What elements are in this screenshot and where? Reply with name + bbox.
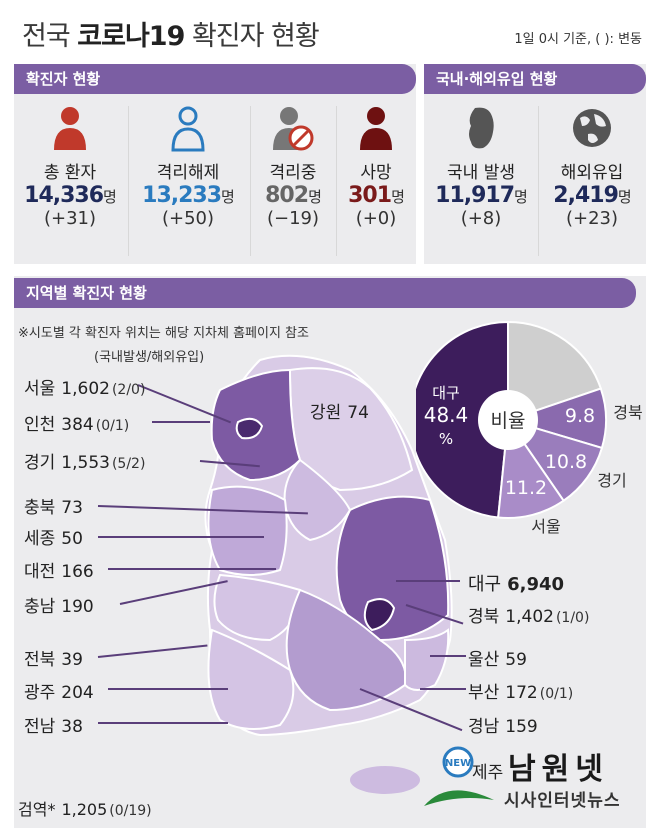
stat-label: 총 환자: [43, 163, 97, 183]
person-outline-icon: [171, 106, 205, 152]
title-part-2: 확진자 현황: [184, 21, 320, 52]
pie-slice-name-seoul: 서울: [531, 517, 560, 536]
region-chungnam: [207, 485, 288, 576]
region-label-chungbuk: 충북 73: [24, 498, 83, 518]
pie-slice-value-seoul: 11.2: [505, 477, 547, 499]
baseline-note: 1일 0시 기준, ( ): 변동: [514, 32, 642, 47]
stat-value: 14,336: [24, 183, 104, 208]
pie-slice-name-daegu: 대구: [432, 384, 460, 402]
regional-note: ※시도별 각 확진자 위치는 해당 지차체 홈페이지 참조: [18, 326, 309, 341]
stat-unit: 명: [221, 188, 235, 206]
person-icon: [54, 107, 86, 150]
title-bold: 코로나19: [77, 21, 185, 52]
region-label-gwangju: 광주 204: [24, 683, 94, 703]
stat-unit: 명: [308, 188, 322, 206]
region-label-gangwon: 강원 74: [310, 403, 369, 423]
stat-deaths: 사망 301명 (+0): [338, 104, 414, 229]
stat-change: (+8): [460, 208, 502, 229]
regional-section-title: 지역별 확진자 현황: [14, 278, 636, 308]
stat-change: (+0): [355, 208, 397, 229]
stat-unit: 명: [514, 188, 528, 206]
region-label-gyeonggi: 경기 1,553 (5/2): [24, 453, 146, 473]
region-label-gyeongbuk: 경북 1,402 (1/0): [468, 607, 590, 627]
logo-badge: NEW: [445, 758, 471, 769]
region-gyeongbuk: [335, 495, 450, 642]
stat-label: 사망: [360, 163, 392, 183]
region-label-seoul: 서울 1,602 (2/0): [24, 379, 146, 399]
stat-change: (+23): [565, 208, 619, 229]
stat-value: 301: [348, 183, 392, 208]
region-label-daejeon: 대전 166: [24, 562, 94, 582]
stat-label: 격리해제: [156, 163, 220, 183]
stat-change: (+50): [161, 208, 215, 229]
pie-slice-0: [416, 320, 509, 519]
regional-legend: (국내발생/해외유입): [94, 350, 205, 365]
brand-tagline: 시사인터넷뉴스: [504, 791, 621, 811]
stat-unit: 명: [391, 188, 405, 206]
region-label-incheon: 인천 384 (0/1): [24, 415, 130, 435]
region-label-sejong: 세종 50: [24, 529, 83, 549]
status-panel: [14, 64, 416, 264]
title-part-1: 전국: [22, 21, 78, 52]
region-chungbuk: [283, 458, 352, 542]
stat-label: 해외유입: [560, 163, 624, 183]
region-daegu: [363, 598, 396, 632]
region-busan: [404, 628, 450, 691]
region-label-gyeongnam: 경남 159: [468, 717, 538, 737]
stat-change: (+31): [43, 208, 97, 229]
stat-unit: 명: [617, 188, 632, 206]
pie-slice-name-gyeonggi: 경기: [597, 471, 626, 490]
person-dark-red-icon: [360, 107, 392, 150]
stat-label: 국내 발생: [447, 163, 515, 183]
region-jeonbuk: [213, 573, 302, 642]
stat-domestic: 국내 발생 11,917명 (+8): [426, 104, 536, 229]
news-logo-icon: NEW: [424, 746, 494, 806]
page-title: 전국 코로나19 확진자 현황: [22, 14, 320, 53]
stat-value: 11,917: [435, 183, 515, 208]
stat-released: 격리해제 13,233명 (+50): [130, 104, 246, 229]
pie-slice-value-daegu: 48.4: [424, 403, 469, 427]
region-jeonnam: [207, 628, 295, 730]
origin-section-title: 국내·해외유입 현황: [424, 64, 646, 94]
region-label-daegu: 대구 6,940: [468, 574, 565, 595]
pie-slice-value-gyeongbuk: 9.8: [565, 405, 595, 427]
globe-icon: [573, 109, 611, 147]
korea-map: [204, 354, 453, 794]
stat-value: 13,233: [142, 183, 222, 208]
status-section-title: 확진자 현황: [14, 64, 416, 94]
region-label-chungnam: 충남 190: [24, 597, 94, 617]
stat-change: (−19): [266, 208, 320, 229]
stat-value: 802: [265, 183, 309, 208]
stat-total: 총 환자 14,336명 (+31): [16, 104, 124, 229]
region-label-jeonnam: 전남 38: [24, 717, 83, 737]
origin-panel: [424, 64, 646, 264]
korea-map-icon: [469, 107, 494, 149]
stat-label: 격리중: [269, 163, 317, 183]
pie-slice-unit-daegu: %: [439, 430, 453, 448]
ratio-pie-chart: 비율 대구 48.4 % 9.8 10.8 11.2 경북 경기 서울: [416, 320, 643, 536]
pie-center-label: 비율: [491, 410, 526, 432]
region-label-ulsan: 울산 59: [468, 650, 527, 670]
person-prohibited-icon: [273, 107, 314, 151]
region-seoul: [235, 417, 264, 440]
region-label-jeonbuk: 전북 39: [24, 650, 83, 670]
stat-unit: 명: [103, 188, 117, 206]
region-label-quarantine: 검역* 1,205 (0/19): [18, 800, 152, 819]
region-label-busan: 부산 172 (0/1): [468, 683, 574, 703]
stat-value: 2,419: [553, 183, 619, 208]
region-gyeongnam: [285, 588, 407, 712]
region-label-jeju: 제주: [472, 763, 504, 783]
pie-center: [478, 390, 538, 450]
pie-slice-name-gyeongbuk: 경북: [613, 403, 642, 422]
pie-slice-value-gyeonggi: 10.8: [545, 451, 587, 473]
pie-slice-2: [505, 418, 604, 503]
stat-imported: 해외유입 2,419명 (+23): [540, 104, 644, 229]
region-jeju: [350, 766, 420, 794]
brand-name: 남원넷: [508, 752, 609, 787]
stat-isolated: 격리중 802명 (−19): [252, 104, 334, 229]
